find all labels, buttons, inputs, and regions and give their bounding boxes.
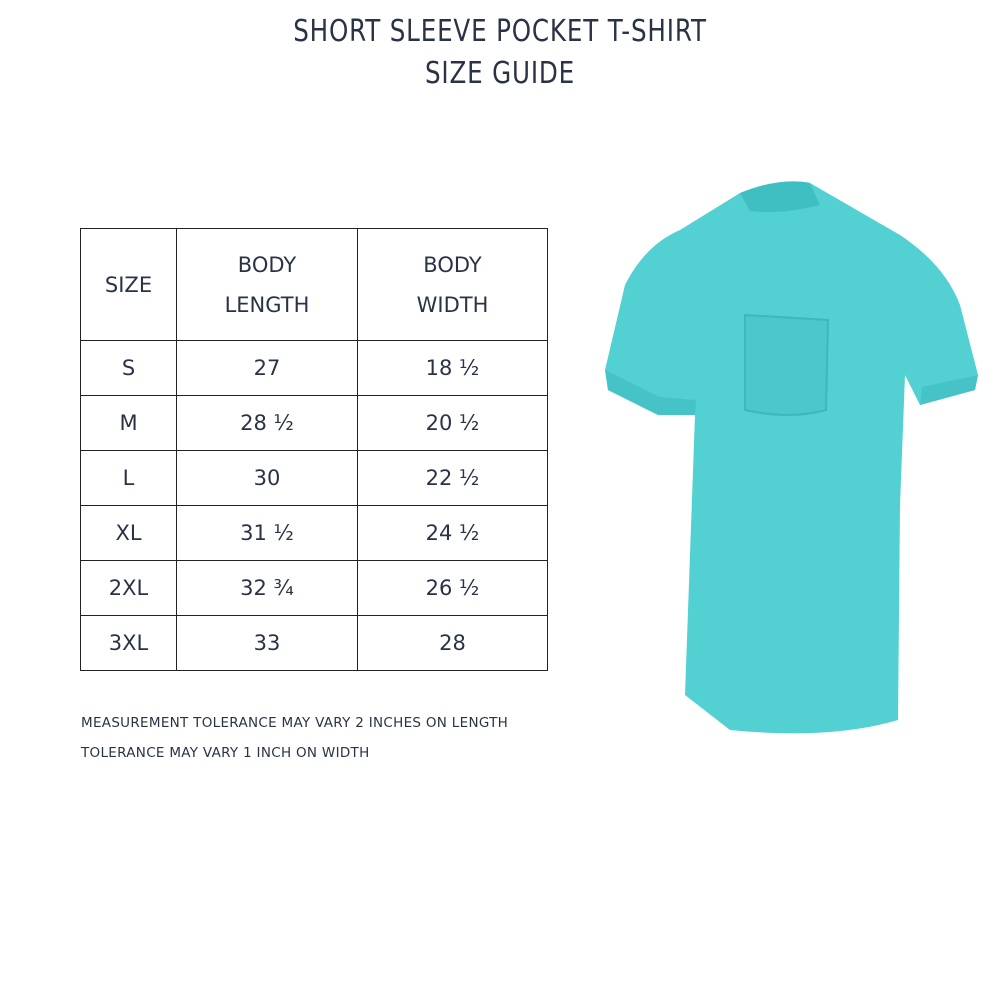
header-body-width-line2: WIDTH bbox=[416, 292, 489, 317]
header-body-length-line2: LENGTH bbox=[224, 292, 310, 317]
header-body-width: BODY WIDTH bbox=[357, 228, 548, 341]
size-cell: 2XL bbox=[80, 560, 177, 616]
table-row: M 28 ½ 20 ½ bbox=[80, 395, 548, 451]
body-width-cell: 26 ½ bbox=[357, 560, 548, 616]
note-width-tolerance: TOLERANCE MAY VARY 1 INCH ON WIDTH bbox=[81, 745, 370, 761]
header-body-length-line1: BODY bbox=[237, 252, 297, 277]
body-width-cell: 18 ½ bbox=[357, 340, 548, 396]
size-cell: L bbox=[80, 450, 177, 506]
table-row: S 27 18 ½ bbox=[80, 340, 548, 396]
body-length-cell: 28 ½ bbox=[176, 395, 358, 451]
size-cell: XL bbox=[80, 505, 177, 561]
page-title: SHORT SLEEVE POCKET T-SHIRT bbox=[293, 14, 707, 49]
body-length-cell: 27 bbox=[176, 340, 358, 396]
tshirt-right-sleeve-hem bbox=[920, 375, 978, 405]
body-length-cell: 33 bbox=[176, 615, 358, 671]
body-width-cell: 24 ½ bbox=[357, 505, 548, 561]
header-size: SIZE bbox=[80, 228, 177, 341]
tshirt-body bbox=[605, 181, 978, 734]
body-length-cell: 32 ¾ bbox=[176, 560, 358, 616]
size-cell: M bbox=[80, 395, 177, 451]
body-width-cell: 20 ½ bbox=[357, 395, 548, 451]
tshirt-left-sleeve-hem bbox=[605, 370, 696, 415]
table-row: 2XL 32 ¾ 26 ½ bbox=[80, 560, 548, 616]
table-row: XL 31 ½ 24 ½ bbox=[80, 505, 548, 561]
body-length-cell: 31 ½ bbox=[176, 505, 358, 561]
tshirt-group bbox=[605, 181, 978, 734]
size-cell: 3XL bbox=[80, 615, 177, 671]
header-size-label: SIZE bbox=[104, 272, 153, 297]
body-width-cell: 28 bbox=[357, 615, 548, 671]
header-body-length: BODY LENGTH bbox=[176, 228, 358, 341]
note-length-tolerance: MEASUREMENT TOLERANCE MAY VARY 2 INCHES … bbox=[81, 715, 509, 731]
body-width-cell: 22 ½ bbox=[357, 450, 548, 506]
tshirt-image bbox=[605, 181, 978, 734]
table-row: 3XL 33 28 bbox=[80, 615, 548, 671]
tshirt-pocket bbox=[744, 313, 830, 416]
page-subtitle: SIZE GUIDE bbox=[424, 56, 576, 91]
size-cell: S bbox=[80, 340, 177, 396]
table-row: L 30 22 ½ bbox=[80, 450, 548, 506]
table-header-row: SIZE BODY LENGTH BODY WIDTH bbox=[80, 228, 548, 341]
tshirt-collar bbox=[740, 181, 820, 213]
body-length-cell: 30 bbox=[176, 450, 358, 506]
header-body-width-line1: BODY bbox=[423, 252, 482, 277]
